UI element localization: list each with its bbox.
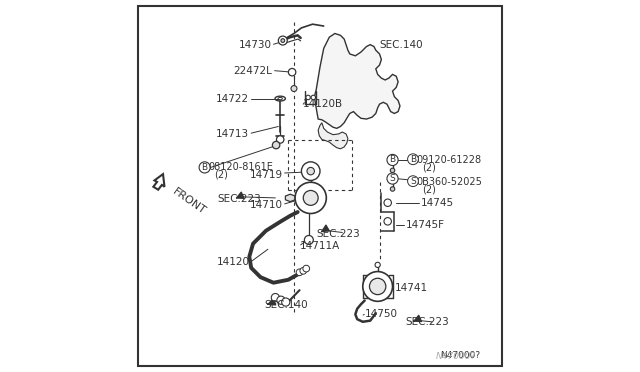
Text: S: S (410, 177, 416, 186)
Text: B: B (202, 163, 208, 172)
Circle shape (277, 296, 285, 304)
Circle shape (282, 298, 290, 306)
Circle shape (289, 68, 296, 76)
Text: B: B (390, 155, 396, 164)
Circle shape (303, 265, 310, 272)
Text: 14711A: 14711A (300, 241, 340, 250)
Ellipse shape (278, 97, 282, 100)
Text: SEC.223: SEC.223 (406, 317, 449, 327)
Circle shape (306, 95, 310, 100)
Circle shape (273, 141, 280, 149)
Text: 14713: 14713 (216, 129, 250, 139)
Text: S: S (390, 174, 396, 183)
Polygon shape (285, 194, 295, 202)
Text: 0B360-52025: 0B360-52025 (417, 177, 483, 187)
Circle shape (276, 136, 284, 143)
Text: (2): (2) (214, 170, 228, 180)
Text: 14120: 14120 (216, 257, 250, 267)
Circle shape (295, 182, 326, 214)
Text: 08120-8161E: 08120-8161E (209, 163, 273, 172)
Polygon shape (314, 33, 400, 128)
Circle shape (281, 39, 285, 42)
Ellipse shape (275, 96, 285, 101)
Circle shape (305, 235, 314, 244)
Text: 14750: 14750 (365, 310, 397, 319)
Text: N47000?: N47000? (440, 351, 480, 360)
Circle shape (271, 294, 280, 302)
Circle shape (390, 187, 395, 191)
Circle shape (384, 218, 392, 225)
Circle shape (291, 86, 297, 92)
Text: 14745: 14745 (420, 198, 454, 208)
Circle shape (303, 190, 318, 205)
Text: B: B (410, 155, 416, 164)
Text: 14120B: 14120B (303, 99, 344, 109)
Polygon shape (318, 123, 348, 149)
Circle shape (300, 267, 307, 274)
Circle shape (384, 199, 392, 206)
Text: SEC.223: SEC.223 (218, 194, 262, 204)
Text: SEC.140: SEC.140 (264, 300, 308, 310)
Text: 14719: 14719 (250, 170, 283, 180)
Text: 14722: 14722 (216, 94, 250, 103)
Text: N47000?: N47000? (436, 352, 476, 361)
Circle shape (375, 262, 380, 267)
Circle shape (307, 167, 314, 175)
Circle shape (369, 278, 386, 295)
Polygon shape (154, 174, 164, 190)
Text: 22472L: 22472L (233, 66, 271, 76)
Circle shape (363, 272, 392, 301)
Text: (2): (2) (422, 163, 436, 172)
Text: (2): (2) (422, 185, 436, 195)
Circle shape (278, 36, 287, 45)
Text: FRONT: FRONT (172, 187, 208, 217)
Text: 09120-61228: 09120-61228 (417, 155, 482, 165)
Text: 14710: 14710 (250, 200, 283, 209)
Circle shape (301, 162, 320, 180)
Text: 14730: 14730 (239, 40, 271, 49)
Circle shape (390, 168, 395, 173)
Text: 14741: 14741 (394, 283, 428, 293)
Circle shape (311, 95, 316, 100)
Text: SEC.223: SEC.223 (316, 230, 360, 239)
Circle shape (296, 269, 303, 276)
Text: 14745F: 14745F (406, 220, 445, 230)
Text: SEC.140: SEC.140 (380, 40, 423, 49)
